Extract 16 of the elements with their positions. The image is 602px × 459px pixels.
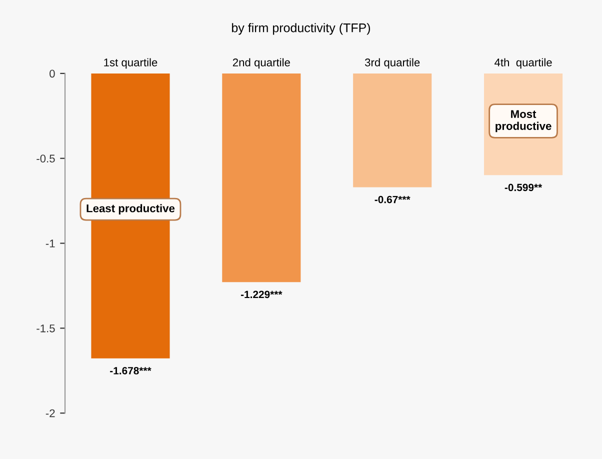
y-tick-label: -1: [46, 240, 55, 248]
x-tick-label: 2nd quartile: [232, 58, 290, 69]
x-tick-label: 1st quartile: [104, 58, 158, 69]
data-label: -1.678***: [110, 367, 152, 374]
y-tick-label: -0.5: [36, 154, 55, 162]
x-tick-label: 3rd quartile: [364, 58, 420, 69]
y-tick-label: -2: [46, 409, 55, 418]
data-label: -1.229***: [240, 290, 282, 298]
y-tick-label: -1.5: [36, 324, 55, 332]
annotation: Most productive: [496, 110, 552, 132]
x-tick-label: 4th quartile: [494, 58, 552, 69]
data-label: -0.67***: [374, 196, 410, 204]
annotation: Least productive: [86, 204, 175, 214]
y-tick-label: 0: [50, 70, 55, 78]
chart-title: by firm productivity (TFP): [232, 23, 370, 35]
data-label: -0.599**: [504, 184, 542, 192]
